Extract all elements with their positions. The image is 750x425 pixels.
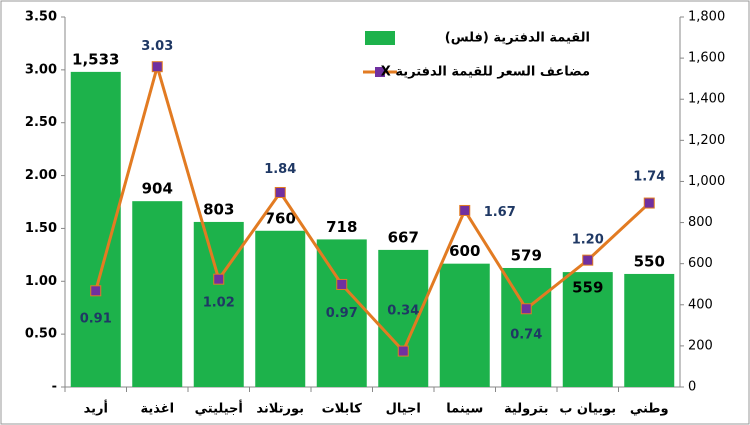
line-marker: [459, 204, 471, 216]
y2-tick-label: 1,400: [688, 92, 725, 107]
bar-value-label: 579: [511, 246, 542, 264]
bar: [624, 273, 675, 387]
bar: [378, 249, 429, 387]
bar-value-label: 600: [449, 242, 480, 260]
y-tick-label: 3.50: [25, 10, 57, 25]
bar: [132, 201, 183, 387]
line-value-label: 1.20: [572, 233, 604, 248]
line-value-label: 0.74: [510, 327, 542, 342]
bar-value-label: 1,533: [72, 50, 119, 68]
line-value-label: 0.34: [387, 304, 419, 319]
y-tick-label: 2.50: [25, 115, 57, 130]
x-tick-label: أريد: [84, 400, 108, 417]
bar: [255, 230, 306, 387]
y2-tick-label: 0: [688, 380, 696, 395]
y2-tick-label: 800: [688, 215, 713, 230]
line-marker: [520, 303, 532, 315]
x-tick-label: اغذية: [140, 402, 174, 417]
bar: [193, 221, 244, 387]
bar: [439, 263, 490, 387]
line-marker: [213, 273, 225, 285]
line-value-label: 1.67: [484, 205, 516, 220]
x-tick-label: وطني: [630, 402, 669, 417]
bar-value-label: 718: [326, 218, 357, 236]
line-marker: [582, 254, 594, 266]
line: [94, 61, 651, 354]
legend-swatch: [365, 31, 395, 45]
y-tick-label: 0.50: [25, 327, 57, 342]
y-tick-label: 2.00: [25, 168, 57, 183]
bar-value-label: 559: [572, 279, 603, 297]
bar-value-label: 803: [203, 200, 234, 218]
x-tick-label: بورتلاند: [256, 402, 304, 417]
y-tick-label: 3.00: [25, 62, 57, 77]
y2-tick-label: 1,600: [688, 51, 725, 66]
y-tick-label: 1.00: [25, 274, 57, 289]
bar-value-label: 760: [265, 209, 296, 227]
line-marker: [643, 197, 655, 209]
y2-tick-label: 400: [688, 297, 713, 312]
y-tick-label: -: [52, 380, 57, 395]
line-value-label: 1.84: [264, 162, 296, 177]
x-tick-label: بوبيان ب: [559, 402, 616, 417]
line-marker: [397, 345, 409, 357]
line-value-label: 1.74: [633, 170, 665, 185]
y2-tick-label: 600: [688, 256, 713, 271]
x-tick-label: اجيال: [386, 402, 421, 417]
line-value-label: 1.02: [203, 296, 235, 311]
line-marker: [151, 61, 163, 73]
x-tick-label: سينما: [446, 402, 483, 417]
y2-tick-label: 1,000: [688, 174, 725, 189]
bar-value-label: 904: [142, 180, 173, 198]
line-value-label: 0.91: [80, 311, 112, 326]
y2-tick-label: 200: [688, 338, 713, 353]
legend-swatch: [375, 67, 385, 77]
legend-label: القيمة الدفترية (فلس): [445, 31, 590, 46]
y-tick-label: 1.50: [25, 221, 57, 236]
line-marker: [336, 278, 348, 290]
bar: [562, 272, 613, 387]
bar-value-label: 667: [388, 228, 419, 246]
line-marker: [90, 285, 102, 297]
line-value-label: 3.03: [141, 39, 173, 54]
y2-tick-label: 1,200: [688, 133, 725, 148]
y2-tick-label: 1,800: [688, 10, 725, 25]
bar: [316, 239, 367, 387]
x-tick-label: بترولية: [504, 402, 548, 417]
x-tick-label: كابلات: [322, 402, 363, 417]
line-marker: [274, 186, 286, 198]
bar-value-label: 550: [634, 252, 665, 270]
x-tick-label: أجيليتي: [195, 400, 243, 417]
bar: [501, 267, 552, 387]
line-value-label: 0.97: [326, 306, 358, 321]
legend-label: مضاعف السعر للقيمة الدفترية X: [381, 65, 590, 80]
